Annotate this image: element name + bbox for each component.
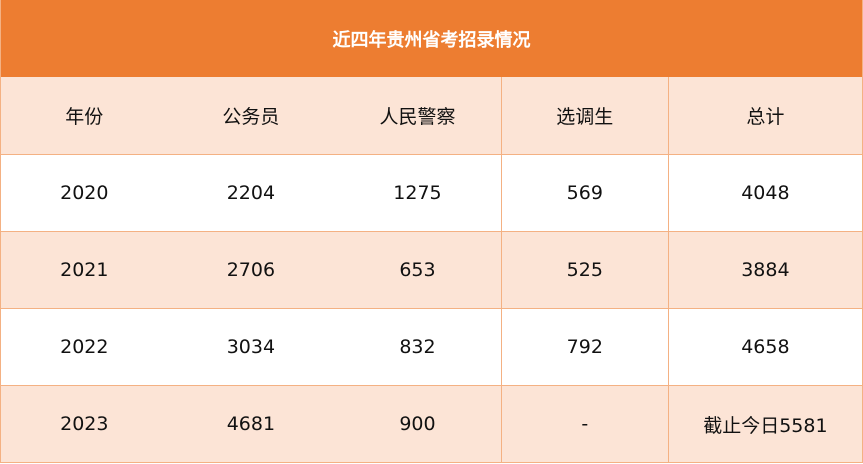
table-cell: 832 — [399, 336, 436, 358]
table-row: 2021 2706 653 525 3884 — [1, 231, 862, 308]
header-cell: 人民警察 — [379, 106, 456, 128]
table-cell: 2020 — [60, 182, 109, 204]
table-cell: 569 — [500, 155, 668, 231]
table-cell: 653 — [399, 259, 436, 281]
table-cell: - — [500, 386, 668, 462]
table-cell: 4658 — [667, 309, 862, 385]
table-cell: 4048 — [667, 155, 862, 231]
table-row: 2022 3034 832 792 4658 — [1, 308, 862, 385]
table-cell: 2706 — [226, 259, 276, 281]
table-cell: 4681 — [226, 413, 276, 435]
table-cell: 1275 — [393, 182, 442, 204]
header-row: 年份 公务员 人民警察 选调生 总计 — [1, 77, 862, 154]
table-title: 近四年贵州省考招录情况 — [1, 0, 862, 77]
table-cell: 截止今日5581 — [667, 386, 862, 462]
table-cell: 3884 — [667, 232, 862, 308]
table-cell: 2023 — [60, 413, 109, 435]
header-cell: 年份 — [65, 106, 104, 128]
table-cell: 2022 — [60, 336, 109, 358]
table-cell: 2204 — [226, 182, 276, 204]
table-cell: 525 — [500, 232, 668, 308]
table-cell: 900 — [399, 413, 436, 435]
table-cell: 3034 — [226, 336, 276, 358]
table-cell: 792 — [500, 309, 668, 385]
table-row: 2023 4681 900 - 截止今日5581 — [1, 385, 862, 462]
header-cell: 总计 — [667, 77, 862, 154]
header-cell: 公务员 — [222, 106, 280, 128]
header-cell: 选调生 — [500, 77, 668, 154]
table-row: 2020 2204 1275 569 4048 — [1, 154, 862, 231]
table-cell: 2021 — [60, 259, 109, 281]
